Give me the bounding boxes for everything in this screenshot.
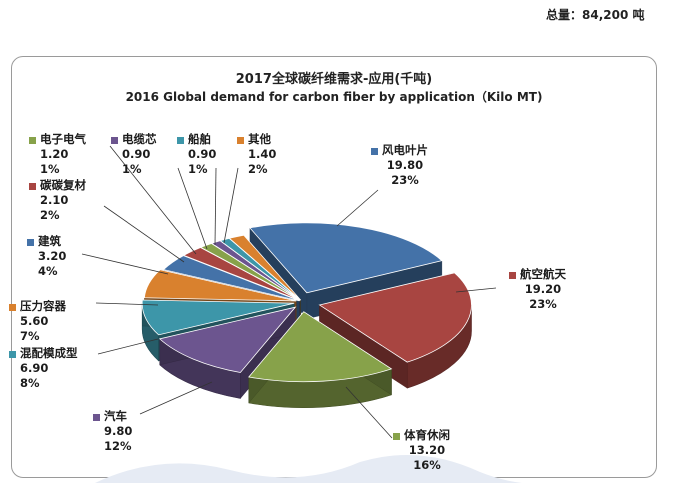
slice-航空航天 bbox=[318, 272, 472, 363]
leader-line-建筑 bbox=[81, 253, 169, 275]
legend-swatch bbox=[371, 148, 378, 155]
legend-swatch bbox=[29, 183, 36, 190]
leader-line-航空航天 bbox=[455, 287, 497, 293]
slice-percent: 4% bbox=[38, 264, 58, 278]
leader-line-其他 bbox=[223, 167, 239, 244]
slice-name: 碳碳复材 bbox=[40, 178, 86, 192]
slice-value: 9.80 bbox=[104, 424, 133, 438]
slice-value: 13.20 bbox=[408, 443, 446, 457]
slice-label-船舶: 船舶 0.90 1% bbox=[177, 132, 217, 177]
slice-混配模成型 bbox=[141, 299, 295, 336]
leader-line-风电叶片 bbox=[336, 189, 379, 227]
slice-label-碳碳复材: 碳碳复材 2.10 2% bbox=[29, 178, 86, 223]
slice-label-电子电气: 电子电气 1.20 1% bbox=[29, 132, 86, 177]
chart-subtitle: 2016 Global demand for carbon fiber by a… bbox=[125, 90, 543, 104]
legend-swatch bbox=[9, 304, 16, 311]
leader-line-混配模成型 bbox=[97, 338, 159, 355]
slice-percent: 23% bbox=[391, 173, 419, 187]
slice-name: 压力容器 bbox=[20, 299, 66, 313]
slice-value: 0.90 bbox=[122, 147, 151, 161]
slice-label-压力容器: 压力容器 5.60 7% bbox=[9, 299, 66, 344]
leader-line-压力容器 bbox=[95, 302, 159, 306]
slice-name: 船舶 bbox=[188, 132, 211, 146]
total-demand-label: 总量：84,200 吨 bbox=[546, 8, 645, 22]
slice-percent: 1% bbox=[122, 162, 142, 176]
slice-percent: 2% bbox=[248, 162, 268, 176]
slice-name: 建筑 bbox=[38, 234, 61, 248]
slice-value: 3.20 bbox=[38, 249, 67, 263]
slice-label-体育休闲: 体育休闲 13.20 16% bbox=[393, 428, 450, 473]
slice-value: 2.10 bbox=[40, 193, 69, 207]
slice-value: 5.60 bbox=[20, 314, 49, 328]
pie-tops bbox=[141, 222, 472, 383]
slice-label-汽车: 汽车 9.80 12% bbox=[93, 409, 133, 454]
slice-name: 汽车 bbox=[104, 409, 127, 423]
slice-风电叶片 bbox=[249, 222, 443, 294]
legend-swatch bbox=[111, 137, 118, 144]
slice-percent: 12% bbox=[104, 439, 132, 453]
slice-value: 1.40 bbox=[248, 147, 277, 161]
leader-line-汽车 bbox=[139, 381, 213, 415]
slice-name: 航空航天 bbox=[520, 267, 566, 281]
slice-体育休闲 bbox=[248, 311, 393, 383]
leader-line-体育休闲 bbox=[345, 386, 393, 439]
legend-swatch bbox=[93, 414, 100, 421]
slice-name: 电缆芯 bbox=[122, 132, 157, 146]
leader-lines bbox=[81, 145, 497, 439]
legend-swatch bbox=[9, 351, 16, 358]
slice-压力容器 bbox=[143, 269, 297, 302]
legend-swatch bbox=[393, 433, 400, 440]
legend-swatch bbox=[29, 137, 36, 144]
leader-line-电缆芯 bbox=[177, 167, 208, 250]
slice-value: 19.80 bbox=[386, 158, 424, 172]
slice-percent: 1% bbox=[188, 162, 208, 176]
slice-label-风电叶片: 风电叶片 19.80 23% bbox=[371, 143, 428, 188]
slice-percent: 7% bbox=[20, 329, 40, 343]
slice-value: 6.90 bbox=[20, 361, 49, 375]
slice-label-其他: 其他 1.40 2% bbox=[237, 132, 277, 177]
slice-name: 电子电气 bbox=[40, 132, 86, 146]
slice-label-电缆芯: 电缆芯 0.90 1% bbox=[111, 132, 157, 177]
slice-name: 混配模成型 bbox=[20, 346, 78, 360]
leader-line-船舶 bbox=[214, 167, 217, 246]
legend-swatch bbox=[509, 272, 516, 279]
slice-percent: 16% bbox=[413, 458, 441, 472]
slice-label-建筑: 建筑 3.20 4% bbox=[27, 234, 67, 279]
legend-swatch bbox=[27, 239, 34, 246]
slice-name: 其他 bbox=[248, 132, 271, 146]
slice-percent: 1% bbox=[40, 162, 60, 176]
legend-swatch bbox=[177, 137, 184, 144]
slice-label-航空航天: 航空航天 19.20 23% bbox=[509, 267, 566, 312]
slice-percent: 23% bbox=[529, 297, 557, 311]
slice-name: 风电叶片 bbox=[382, 143, 428, 157]
slice-其他 bbox=[228, 234, 302, 301]
slice-建筑 bbox=[162, 255, 300, 302]
slice-percent: 2% bbox=[40, 208, 60, 222]
slice-value: 19.20 bbox=[524, 282, 562, 296]
slice-汽车 bbox=[158, 306, 297, 373]
slice-value: 0.90 bbox=[188, 147, 217, 161]
chart-title: 2017全球碳纤维需求-应用(千吨) bbox=[235, 72, 433, 87]
slice-name: 体育休闲 bbox=[404, 428, 450, 442]
leader-line-碳碳复材 bbox=[103, 205, 185, 263]
legend-swatch bbox=[237, 137, 244, 144]
slice-value: 1.20 bbox=[40, 147, 69, 161]
slice-percent: 8% bbox=[20, 376, 40, 390]
leader-line-电子电气 bbox=[109, 145, 197, 255]
slice-label-混配模成型: 混配模成型 6.90 8% bbox=[9, 346, 78, 391]
